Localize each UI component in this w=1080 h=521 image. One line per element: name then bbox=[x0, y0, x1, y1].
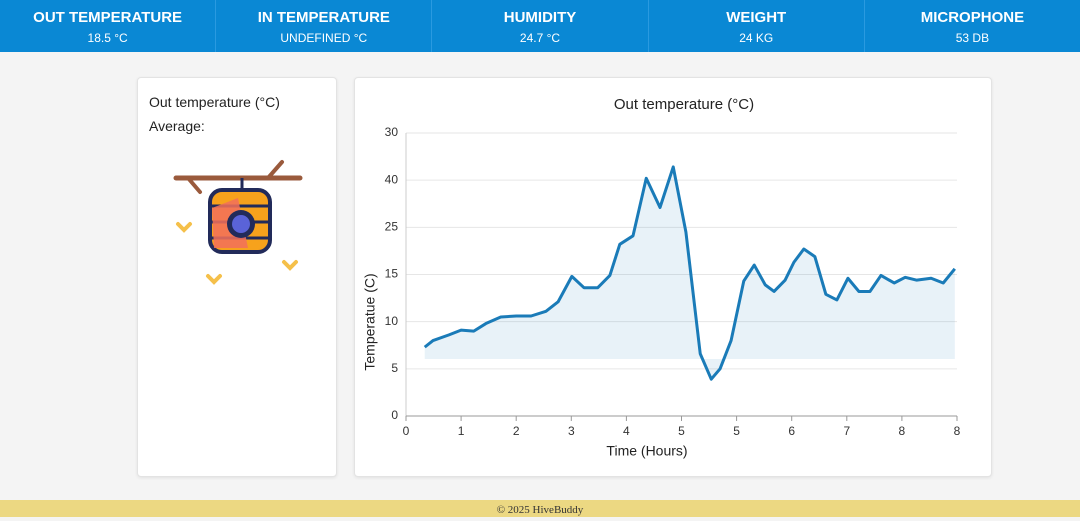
x-tick-label: 5 bbox=[678, 424, 685, 438]
line bbox=[423, 165, 956, 381]
x-axis-label: Time (Hours) bbox=[606, 443, 687, 459]
stat-value: undefined °C bbox=[280, 31, 368, 45]
stat: Humidity 24.7 °C bbox=[432, 0, 649, 52]
x-tick-label: 5 bbox=[733, 424, 740, 438]
side-title: Out temperature (°C) bbox=[149, 94, 280, 110]
x-tick-label: 0 bbox=[403, 424, 410, 438]
y-tick-label: 15 bbox=[385, 267, 399, 281]
y-tick-label: 25 bbox=[385, 220, 399, 234]
x-tick-label: 8 bbox=[954, 424, 961, 438]
average-label: Average: bbox=[149, 118, 205, 134]
stat: Microphone 53 DB bbox=[865, 0, 1080, 52]
y-tick-label: 5 bbox=[391, 361, 398, 375]
footer: © 2025 HiveBuddy bbox=[0, 500, 1080, 517]
stat-value: 24.7 °C bbox=[519, 31, 561, 45]
x-tick-label: 2 bbox=[513, 424, 520, 438]
stat-label: Weight bbox=[726, 9, 787, 26]
stat: Weight 24 KG bbox=[649, 0, 865, 52]
stat-value: 53 DB bbox=[955, 31, 990, 45]
chart-card: Out temperature (°C) Time (Hours) Temper… bbox=[354, 77, 992, 477]
y-tick-label: 40 bbox=[385, 172, 399, 186]
stat-label: Humidity bbox=[503, 9, 577, 26]
x-tick-label: 1 bbox=[458, 424, 465, 438]
stat-value: 24 KG bbox=[739, 31, 774, 45]
x-tick-label: 4 bbox=[623, 424, 630, 438]
stat-label: Out Temperature bbox=[33, 9, 183, 26]
hive-icon bbox=[173, 160, 303, 285]
chart-title: Out temperature (°C) bbox=[614, 96, 754, 113]
y-tick-label: 30 bbox=[385, 125, 399, 139]
stat: In Temperature undefined °C bbox=[216, 0, 433, 52]
stat-label: In Temperature bbox=[257, 9, 390, 26]
y-tick-label: 10 bbox=[385, 314, 399, 328]
chart: Out temperature (°C) Time (Hours) Temper… bbox=[362, 96, 961, 459]
side-card: Out temperature (°C) Average: bbox=[137, 77, 337, 477]
x-tick-label: 7 bbox=[843, 424, 850, 438]
x-tick-label: 3 bbox=[568, 424, 575, 438]
y-axis-label: Temperatue (C) bbox=[362, 273, 378, 370]
stats-bar: Out Temperature 18.5 °C In Temperature unde… bbox=[0, 0, 1080, 52]
stat-value: 18.5 °C bbox=[87, 31, 128, 45]
x-tick-label: 6 bbox=[788, 424, 795, 438]
stat: Out Temperature 18.5 °C bbox=[0, 0, 217, 52]
y-tick-label: 0 bbox=[391, 408, 398, 422]
x-tick-label: 8 bbox=[899, 424, 906, 438]
stat-label: Microphone bbox=[920, 9, 1025, 26]
